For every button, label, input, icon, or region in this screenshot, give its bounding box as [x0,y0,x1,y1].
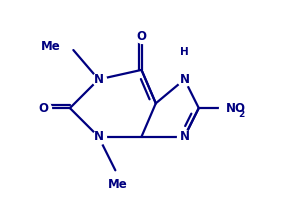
Text: N: N [94,73,104,86]
Text: 2: 2 [238,110,245,119]
Text: N: N [179,73,189,86]
Text: H: H [180,47,189,57]
Text: Me: Me [108,178,128,191]
Text: N: N [94,130,104,143]
Text: N: N [179,130,189,143]
Text: O: O [136,30,147,43]
Text: NO: NO [226,102,246,115]
Text: Me: Me [41,40,61,52]
Text: O: O [39,102,49,115]
